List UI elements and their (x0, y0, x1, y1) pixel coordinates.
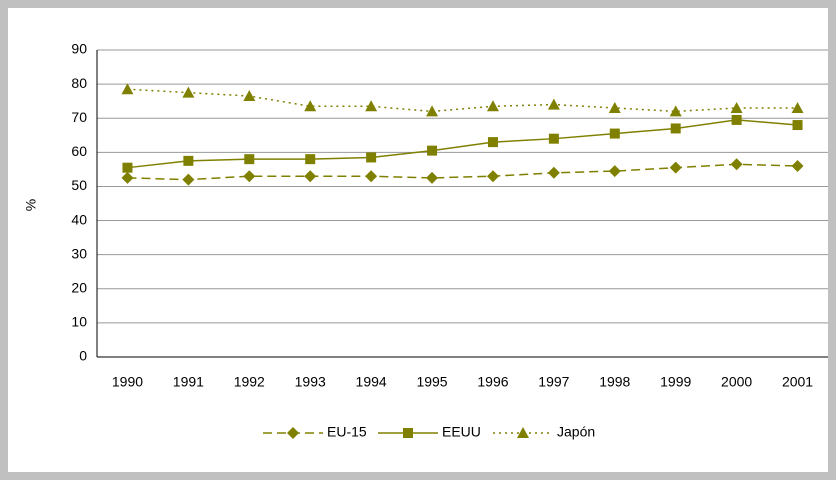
y-tick-label: 30 (71, 245, 87, 261)
y-tick-label: 40 (71, 211, 87, 227)
marker (403, 428, 413, 438)
y-tick-label: 80 (71, 75, 87, 91)
marker (365, 100, 378, 112)
marker (183, 155, 194, 166)
marker (122, 162, 133, 173)
marker (182, 86, 195, 98)
series-line (127, 119, 798, 169)
x-tick-label: 1990 (112, 374, 143, 390)
marker (426, 105, 439, 117)
marker (792, 120, 803, 131)
marker (487, 137, 498, 148)
y-tick-label: 10 (71, 314, 87, 330)
marker (243, 170, 256, 183)
marker (426, 171, 439, 184)
marker (366, 152, 377, 163)
y-axis-title: % (23, 199, 39, 211)
marker (427, 145, 438, 156)
legend-label: Japón (557, 424, 595, 440)
legend-item: Japón (493, 424, 595, 440)
marker (304, 100, 317, 112)
x-tick-label: 1996 (477, 374, 508, 390)
x-tick-label: 1992 (234, 374, 265, 390)
x-tick-label: 1999 (660, 374, 691, 390)
marker (731, 114, 742, 125)
marker (548, 133, 559, 144)
marker (670, 123, 681, 134)
x-tick-label: 1994 (356, 374, 387, 390)
marker (305, 154, 316, 165)
legend-label: EEUU (442, 424, 481, 440)
y-tick-label: 70 (71, 109, 87, 125)
marker (517, 427, 529, 438)
legend-item: EU-15 (263, 424, 367, 440)
marker (669, 105, 682, 117)
chart-area (8, 8, 828, 472)
y-tick-label: 20 (71, 279, 87, 295)
y-tick-label: 90 (71, 41, 87, 57)
marker (547, 166, 560, 179)
y-tick-label: 60 (71, 143, 87, 159)
marker (243, 90, 256, 102)
marker (304, 170, 317, 183)
marker (609, 128, 620, 139)
marker (730, 101, 743, 113)
x-tick-label: 1997 (538, 374, 569, 390)
marker (608, 165, 621, 178)
marker (608, 101, 621, 113)
x-tick-label: 1998 (599, 374, 630, 390)
legend-label: EU-15 (327, 424, 367, 440)
x-tick-label: 1995 (416, 374, 447, 390)
marker (121, 171, 134, 184)
legend-item: EEUU (378, 424, 481, 440)
x-tick-label: 2001 (782, 374, 813, 390)
marker (791, 101, 804, 113)
marker (244, 154, 255, 165)
x-tick-label: 2000 (721, 374, 752, 390)
x-tick-label: 1991 (173, 374, 204, 390)
marker (365, 170, 378, 183)
marker (121, 83, 134, 95)
marker (669, 161, 682, 174)
marker (486, 100, 499, 112)
marker (486, 170, 499, 183)
marker (547, 98, 560, 110)
marker (182, 173, 195, 186)
x-tick-label: 1993 (295, 374, 326, 390)
y-tick-label: 0 (79, 348, 87, 364)
series-line (127, 88, 798, 113)
y-tick-label: 50 (71, 177, 87, 193)
marker (791, 159, 804, 172)
marker (730, 158, 743, 171)
marker (287, 427, 299, 439)
